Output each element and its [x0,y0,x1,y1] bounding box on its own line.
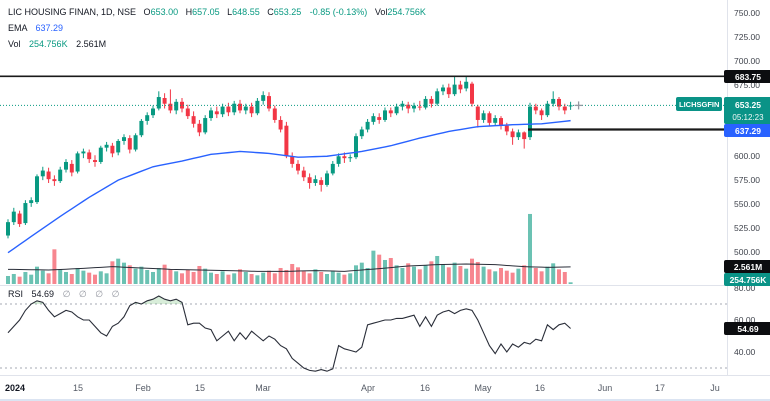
volume-label: Vol [374,7,388,17]
time-tick-label: May [474,383,492,393]
price-axis[interactable]: 750.00725.00700.00675.00650.00625.00600.… [724,0,770,375]
time-tick-label: 2024 [4,383,26,393]
time-axis[interactable]: 2024 15 Feb 15 Mar Apr 16 May 16 Jun 17 Ju [0,376,770,399]
price-tick-label: 525.00 [734,222,760,233]
window-bottom-edge [0,399,770,401]
high-value: 657.05 [192,7,220,17]
time-tick-label: 15 [72,383,83,393]
price-tick-label: 725.00 [734,31,760,42]
rsi-tick-label: 80.00 [734,283,756,293]
rsi-value: 54.69 [31,289,55,299]
price-plus-marker[interactable] [574,101,583,110]
candles [6,76,573,239]
rsi-hidden-values: ∅ ∅ ∅ ∅ [62,289,123,299]
time-tick-label: 16 [419,383,430,393]
rsi-legend[interactable]: RSI 54.69 ∅ ∅ ∅ ∅ [8,289,122,300]
price-tick-label: 575.00 [734,175,760,186]
time-tick-label: Apr [360,383,375,393]
chart-legend: LIC HOUSING FINAN, 1D, NSE O653.00 H657.… [8,5,426,53]
ema-line[interactable] [7,119,571,254]
close-label: C [267,7,274,17]
ema-value-badge: 637.29 [724,124,770,138]
low-value: 648.55 [232,7,260,17]
time-tick-label: 15 [194,383,205,393]
price-tick-label: 750.00 [734,8,760,18]
rsi-line[interactable] [7,295,571,372]
low-label: L [227,7,233,17]
current-price-badge: 653.25 05:12:23 [724,97,770,125]
ema-value: 637.29 [35,23,64,33]
price-tick-label: 600.00 [734,151,760,162]
open-label: O [143,7,151,17]
high-line-badge: 683.75 [724,69,770,83]
legend-ema-row[interactable]: EMA 637.29 [8,21,426,37]
price-tick-label: 700.00 [734,55,760,66]
pane-separator-main-rsi[interactable] [0,285,770,286]
price-tick-label: 500.00 [734,246,760,257]
volume-bars [6,213,573,284]
price-tick-label: 675.00 [734,79,760,90]
vol-indicator-value: 254.756K [29,39,68,49]
axis-separator-vertical [727,0,728,375]
time-tick-label: Mar [255,383,271,393]
rsi-bands [0,303,727,369]
volume-ma-badge: 2.561M [724,260,770,274]
rsi-tick-label: 60.00 [734,315,756,325]
current-volume-badge: 254.756K [724,273,770,287]
legend-symbol-row: LIC HOUSING FINAN, 1D, NSE O653.00 H657.… [8,5,426,21]
symbol-price-flag[interactable]: LICHSGFIN [676,97,723,111]
close-value: 653.25 [273,7,302,17]
symbol-title[interactable]: LIC HOUSING FINAN, 1D, NSE [8,7,137,17]
rsi-tick-label: 40.00 [734,347,756,357]
vol-indicator-label: Vol [8,39,21,49]
volume-ma-line [7,263,571,272]
change-value: -0.85 (-0.13%) [309,7,368,17]
time-tick-label: 17 [654,383,665,393]
pane-separator-time-axis [0,375,770,376]
high-label: H [185,7,193,17]
time-tick-label: 16 [534,383,545,393]
time-tick-label: Ju [710,383,720,393]
volume-value: 254.756K [387,7,426,17]
vol-ma-value: 2.561M [76,39,107,49]
time-tick-label: Jun [597,383,613,393]
legend-volume-row[interactable]: Vol 254.756K 2.561M [8,37,426,53]
open-value: 653.00 [150,7,179,17]
price-tick-label: 550.00 [734,199,760,209]
ema-label: EMA [8,23,28,33]
rsi-value-badge: 54.69 [724,321,770,335]
rsi-label: RSI [8,289,24,299]
time-tick-label: Feb [135,383,151,393]
rsi-overbought-fill [8,296,571,304]
